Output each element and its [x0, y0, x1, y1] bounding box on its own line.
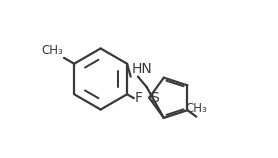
Text: CH₃: CH₃: [41, 44, 63, 57]
Text: HN: HN: [132, 62, 153, 76]
Text: CH₃: CH₃: [185, 102, 207, 115]
Text: S: S: [150, 91, 159, 105]
Text: F: F: [135, 91, 143, 105]
